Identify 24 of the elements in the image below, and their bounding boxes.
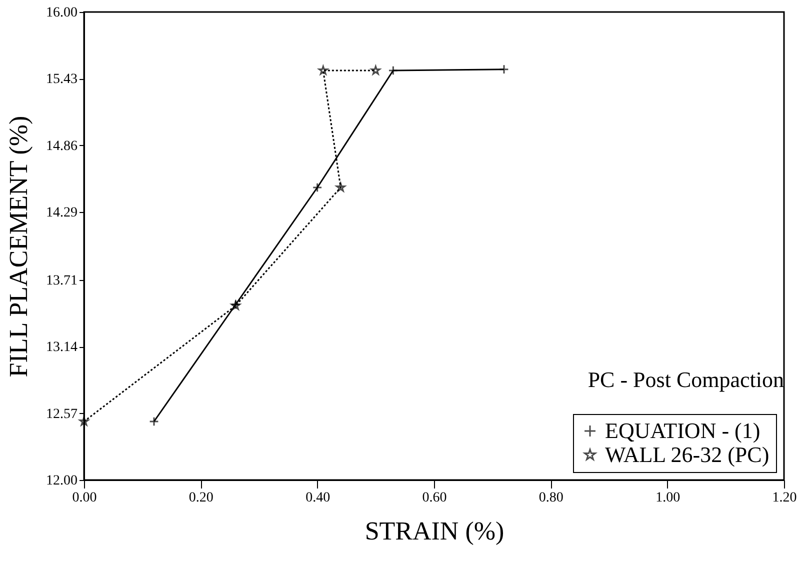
y-tick-label: 13.71 [46,273,78,288]
y-axis-title: FILL PLACEMENT (%) [4,116,33,378]
y-tick-label: 16.00 [46,6,78,20]
legend-label: WALL 26-32 (PC) [605,442,770,467]
x-tick-label: 0.80 [538,490,564,506]
point [336,182,346,192]
point [79,416,89,426]
annotation: PC - Post Compaction [588,367,784,392]
x-tick-label: 0.00 [72,490,97,506]
x-tick-label: 1.00 [656,490,680,506]
y-tick-label: 14.29 [46,206,78,221]
x-tick-label: 0.20 [188,490,214,506]
legend-label: EQUATION - (1) [605,418,760,443]
point [370,66,380,75]
y-tick-label: 15.43 [46,72,78,88]
y-tick-label: 12.57 [46,406,78,422]
y-tick-label: 14.86 [46,138,78,154]
x-axis-title: STRAIN (%) [364,516,504,546]
x-tick-label: 0.40 [306,490,330,506]
y-tick-label: 12.00 [46,474,78,488]
y-tick-label: 13.14 [46,340,78,356]
x-tick-label: 1.20 [772,490,797,506]
point [318,66,328,75]
x-tick-label: 0.60 [422,490,447,506]
